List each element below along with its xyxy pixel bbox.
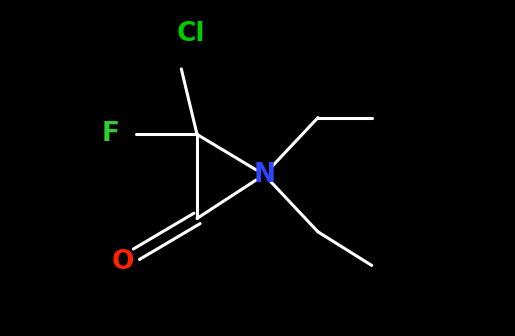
Text: F: F [102, 121, 120, 148]
Text: N: N [253, 162, 275, 188]
Text: O: O [112, 249, 134, 275]
Text: Cl: Cl [177, 21, 205, 47]
